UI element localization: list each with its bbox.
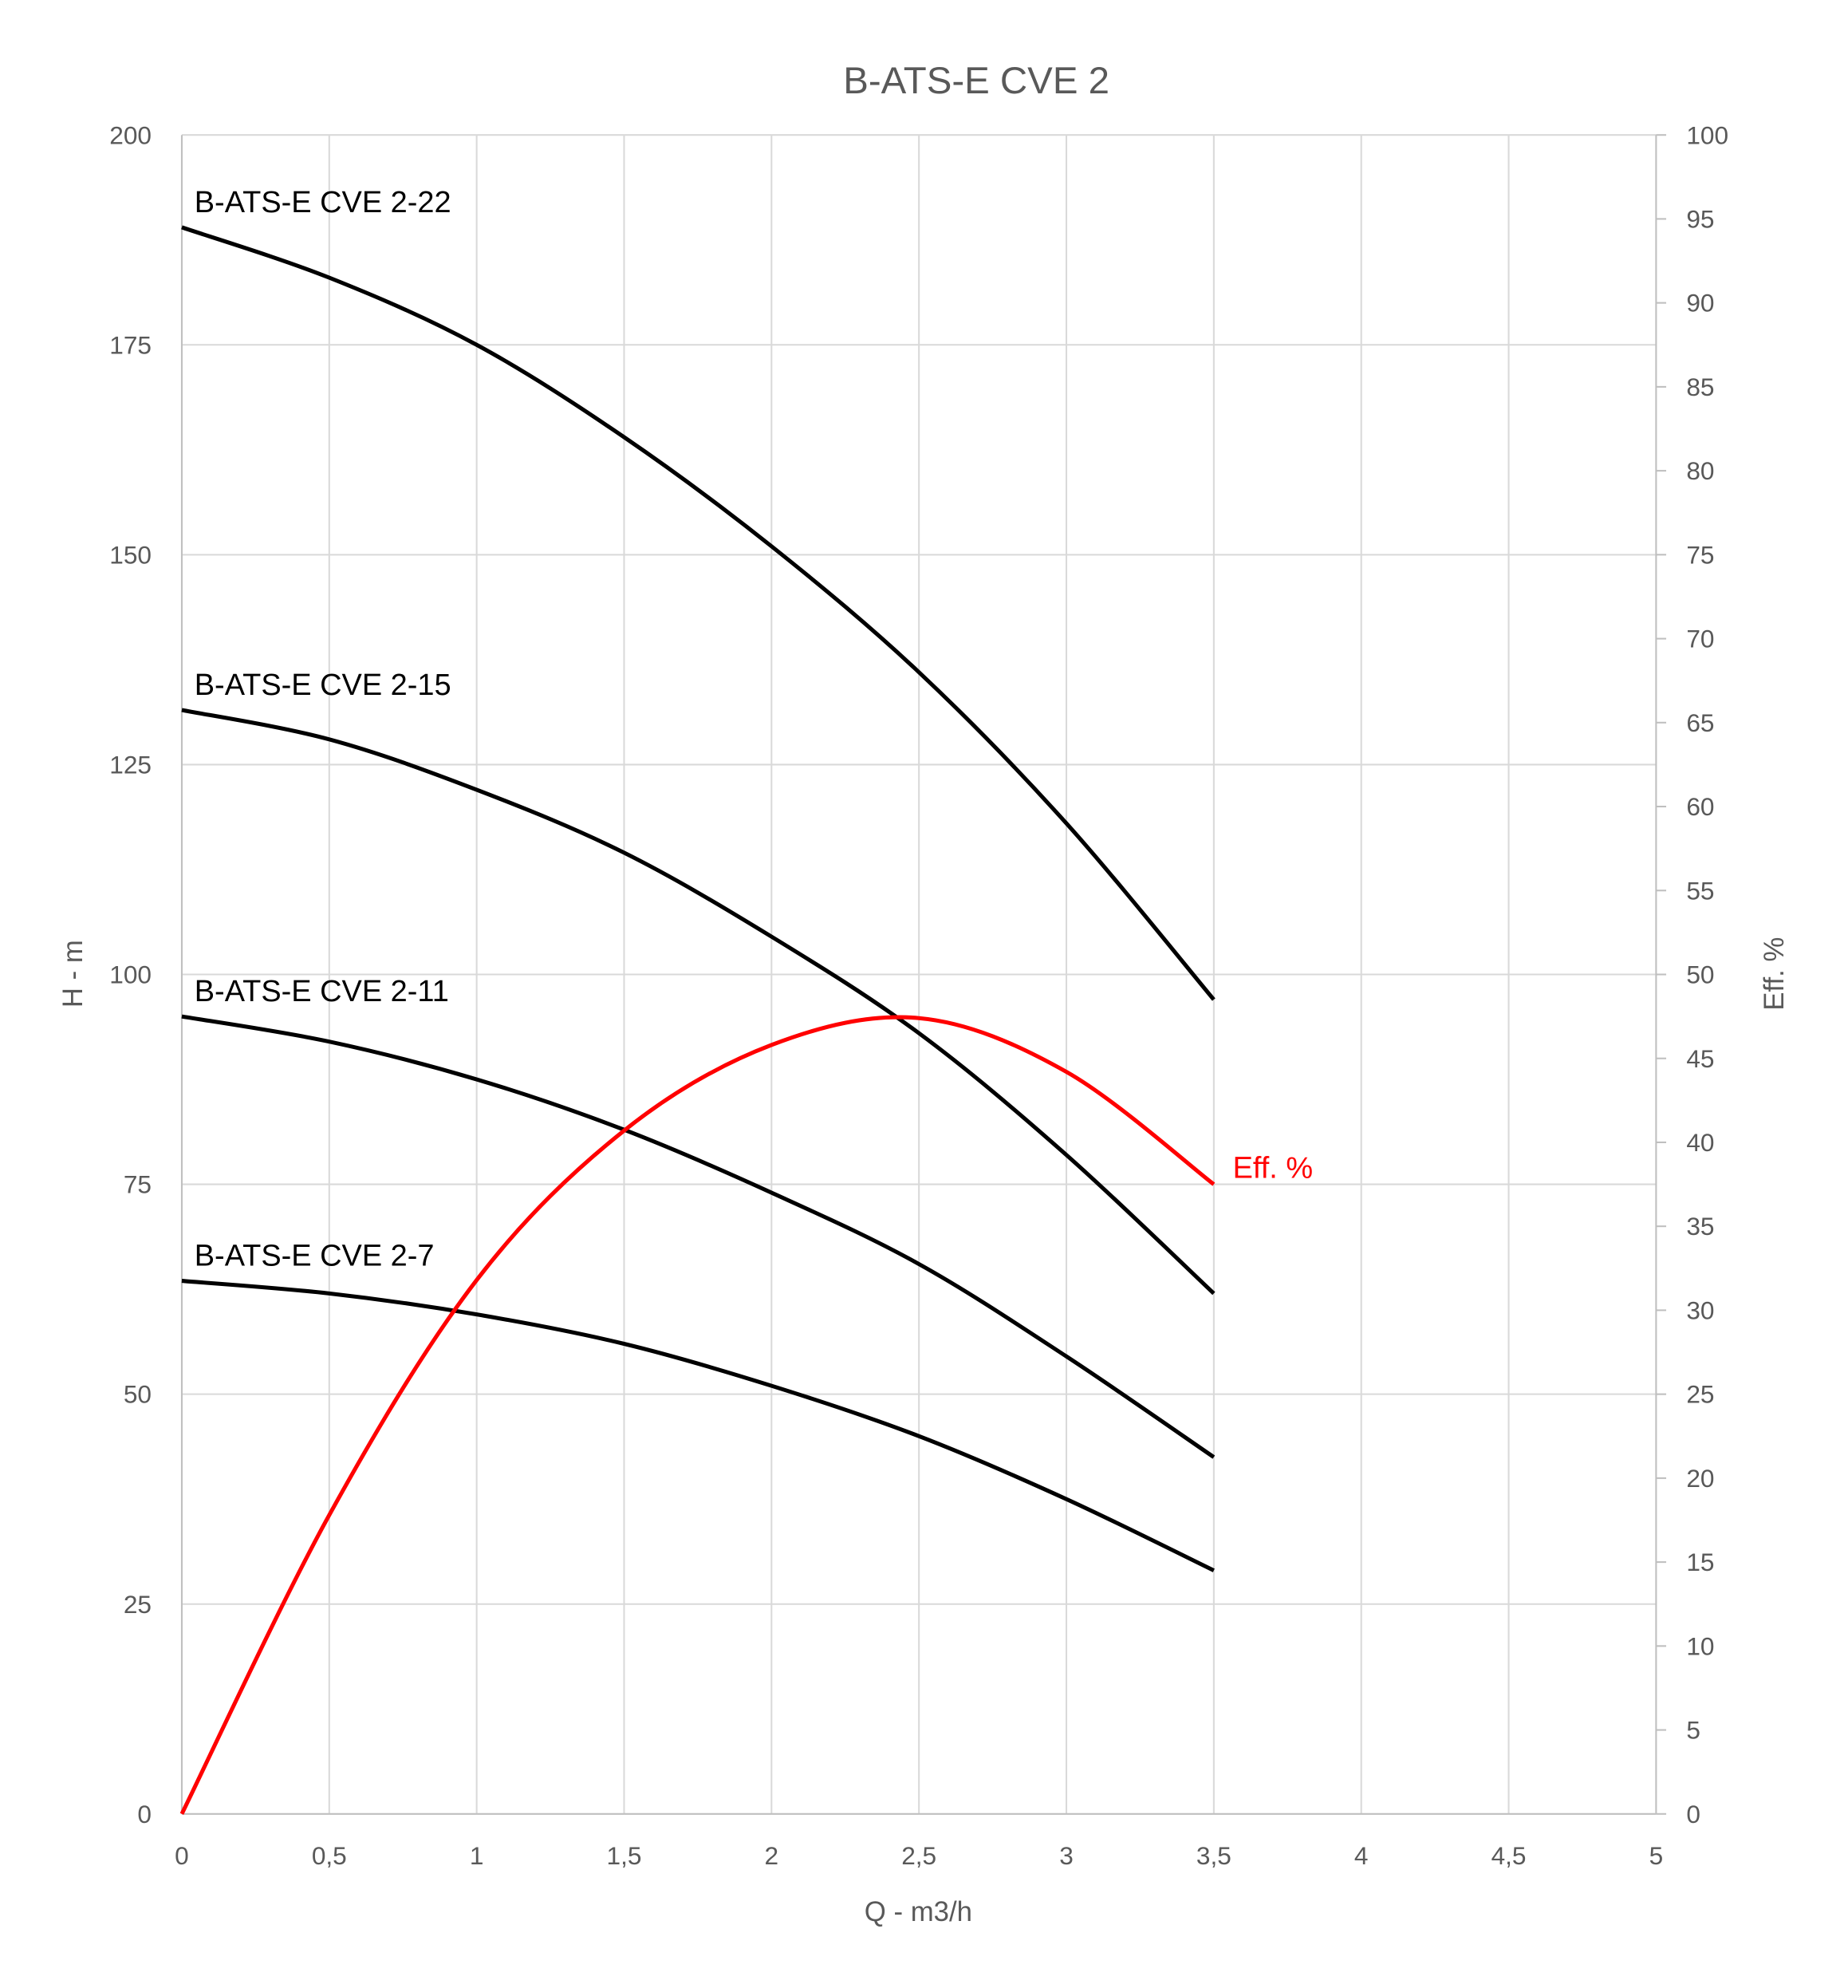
x-tick-label: 3,5 <box>1196 1841 1231 1870</box>
y2-tick-label: 35 <box>1686 1212 1714 1241</box>
x-tick-label: 0,5 <box>312 1841 347 1870</box>
y-tick-label: 125 <box>109 750 152 779</box>
series-line-3 <box>181 1279 1215 1572</box>
y2-tick-label: 50 <box>1686 960 1714 989</box>
x-axis-title: Q - m3/h <box>865 1897 972 1927</box>
y-tick-label: 175 <box>109 330 152 359</box>
x-tick-label: 3 <box>1059 1841 1074 1870</box>
series-labels: B-ATS-E CVE 2-22 B-ATS-E CVE 2-15 B-ATS-E … <box>195 186 1313 1273</box>
series-label: B-ATS-E CVE 2-22 <box>195 186 451 219</box>
y2-tick-label: 95 <box>1686 204 1714 233</box>
y2-tick-label: 5 <box>1686 1716 1700 1745</box>
y2-tick-label: 75 <box>1686 540 1714 569</box>
y2-axis-title: Eff. % <box>1759 937 1790 1011</box>
y2-tick-label: 40 <box>1686 1128 1714 1157</box>
x-tick-label: 0 <box>175 1841 189 1870</box>
y-tick-label: 25 <box>124 1590 152 1619</box>
y2-tick-label: 70 <box>1686 625 1714 653</box>
series-line-1 <box>181 708 1216 1296</box>
y-tick-label: 100 <box>109 960 152 989</box>
y2-tick-label: 60 <box>1686 792 1714 821</box>
series-line-0 <box>181 225 1216 1001</box>
y-axis-title: H - m <box>58 940 89 1008</box>
y2-tick-label: 85 <box>1686 373 1714 401</box>
y2-tick-label: 100 <box>1686 120 1728 149</box>
x-tick-label: 5 <box>1649 1841 1664 1870</box>
tick-labels: 0 0,5 1 1,5 2 2,5 3 3,5 4 4,5 50255075100125150175… <box>109 120 1728 1870</box>
axes <box>180 134 1667 1815</box>
y2-tick-label: 55 <box>1686 876 1714 905</box>
y-tick-label: 200 <box>109 120 152 149</box>
y-tick-label: 0 <box>137 1800 152 1828</box>
series-label: B-ATS-E CVE 2-7 <box>195 1240 435 1273</box>
y2-tick-label: 80 <box>1686 456 1714 485</box>
x-tick-label: 2 <box>765 1841 779 1870</box>
x-tick-label: 2,5 <box>901 1841 936 1870</box>
y-tick-label: 75 <box>124 1170 152 1199</box>
series-label: B-ATS-E CVE 2-15 <box>195 669 451 702</box>
y2-tick-label: 15 <box>1686 1548 1714 1576</box>
y-tick-label: 50 <box>124 1380 152 1409</box>
y2-tick-label: 45 <box>1686 1044 1714 1073</box>
y2-tick-label: 90 <box>1686 289 1714 318</box>
series-line-2 <box>181 1014 1216 1459</box>
series-label: Eff. % <box>1233 1152 1314 1185</box>
y2-tick-label: 20 <box>1686 1464 1714 1493</box>
y-tick-label: 150 <box>109 540 152 569</box>
x-tick-label: 4 <box>1354 1841 1369 1870</box>
y2-tick-label: 25 <box>1686 1380 1714 1409</box>
x-tick-label: 1,5 <box>607 1841 642 1870</box>
y2-tick-label: 65 <box>1686 708 1714 737</box>
series-lines <box>179 225 1216 1815</box>
series-line-4 <box>179 1015 1216 1815</box>
y2-tick-label: 0 <box>1686 1800 1700 1828</box>
y2-tick-label: 30 <box>1686 1296 1714 1324</box>
series-label: B-ATS-E CVE 2-11 <box>195 975 449 1008</box>
y2-tick-label: 10 <box>1686 1631 1714 1660</box>
x-tick-label: 1 <box>470 1841 484 1870</box>
chart-title: B-ATS-E CVE 2 <box>843 60 1109 102</box>
x-tick-label: 4,5 <box>1491 1841 1527 1870</box>
grid <box>181 134 1657 1814</box>
